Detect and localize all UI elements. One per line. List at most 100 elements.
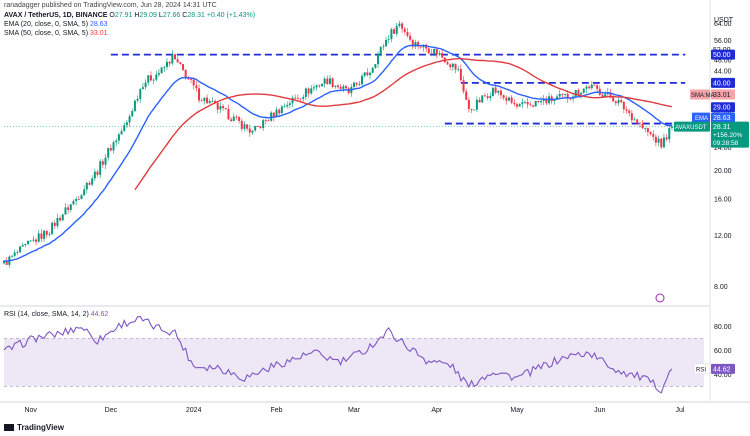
candle-body[interactable]	[318, 85, 321, 87]
candle-body[interactable]	[361, 75, 364, 85]
candle-body[interactable]	[475, 99, 478, 110]
rsi-legend[interactable]: RSI (14, close, SMA, 14, 2) 44.62	[4, 310, 108, 319]
candle-body[interactable]	[91, 178, 94, 185]
candle-body[interactable]	[377, 54, 380, 65]
candle-body[interactable]	[542, 99, 545, 101]
candle-body[interactable]	[609, 92, 612, 98]
candle-body[interactable]	[294, 97, 297, 99]
candle-body[interactable]	[75, 198, 78, 201]
candle-body[interactable]	[109, 148, 112, 151]
candle-body[interactable]	[467, 99, 470, 109]
candle-body[interactable]	[85, 182, 88, 190]
candle-body[interactable]	[141, 87, 144, 90]
candle-body[interactable]	[532, 105, 535, 107]
candle-body[interactable]	[369, 72, 372, 76]
tag-sma-bg[interactable]	[711, 89, 735, 100]
candle-body[interactable]	[558, 93, 561, 97]
candle-body[interactable]	[374, 64, 377, 68]
candle-body[interactable]	[165, 61, 168, 67]
candle-body[interactable]	[291, 97, 294, 104]
candle-body[interactable]	[454, 63, 457, 70]
candle-body[interactable]	[195, 85, 198, 89]
candle-body[interactable]	[502, 95, 505, 98]
candle-body[interactable]	[278, 109, 281, 114]
current-price-tag[interactable]	[711, 121, 749, 148]
candle-body[interactable]	[147, 75, 150, 83]
candle-body[interactable]	[385, 39, 388, 47]
candle-body[interactable]	[224, 108, 227, 109]
candle-body[interactable]	[222, 106, 225, 109]
candle-body[interactable]	[451, 63, 454, 68]
candle-body[interactable]	[353, 82, 355, 87]
candle-body[interactable]	[133, 100, 136, 112]
candle-body[interactable]	[427, 48, 430, 54]
candle-body[interactable]	[518, 104, 521, 107]
candle-body[interactable]	[160, 67, 163, 74]
candle-body[interactable]	[101, 161, 104, 165]
candle-body[interactable]	[638, 123, 641, 125]
candle-body[interactable]	[403, 28, 406, 32]
candle-body[interactable]	[67, 207, 70, 210]
candle-body[interactable]	[457, 68, 460, 70]
candle-body[interactable]	[107, 148, 110, 158]
candle-body[interactable]	[355, 82, 358, 85]
candle-body[interactable]	[315, 85, 318, 88]
candle-body[interactable]	[641, 123, 644, 129]
candle-body[interactable]	[288, 103, 291, 105]
candle-body[interactable]	[462, 80, 465, 92]
candle-body[interactable]	[192, 79, 195, 86]
candle-body[interactable]	[326, 78, 329, 84]
candle-body[interactable]	[649, 132, 652, 135]
candle-body[interactable]	[190, 78, 193, 80]
candle-body[interactable]	[510, 97, 513, 103]
candle-body[interactable]	[409, 35, 412, 40]
candle-body[interactable]	[417, 42, 420, 47]
candle-body[interactable]	[497, 90, 500, 93]
candle-body[interactable]	[299, 98, 302, 100]
candle-body[interactable]	[470, 108, 473, 110]
candle-body[interactable]	[302, 96, 305, 99]
candle-body[interactable]	[139, 89, 142, 100]
candle-body[interactable]	[29, 240, 32, 242]
candle-body[interactable]	[56, 217, 59, 226]
candle-body[interactable]	[48, 234, 51, 235]
candle-body[interactable]	[529, 104, 532, 106]
candle-body[interactable]	[45, 230, 48, 235]
candle-body[interactable]	[630, 113, 633, 121]
candle-body[interactable]	[545, 99, 548, 104]
tag-50-bg[interactable]	[711, 49, 735, 60]
candle-body[interactable]	[395, 25, 398, 34]
candle-body[interactable]	[459, 68, 462, 81]
candle-body[interactable]	[569, 98, 572, 100]
candle-body[interactable]	[115, 140, 118, 143]
candle-body[interactable]	[323, 78, 326, 84]
candle-body[interactable]	[13, 252, 16, 256]
candle-body[interactable]	[16, 252, 19, 254]
candle-body[interactable]	[382, 46, 385, 48]
candle-body[interactable]	[77, 198, 80, 200]
candle-body[interactable]	[238, 116, 241, 121]
candle-body[interactable]	[419, 46, 422, 48]
candle-body[interactable]	[200, 100, 203, 102]
candle-body[interactable]	[19, 246, 22, 253]
candle-body[interactable]	[441, 53, 444, 58]
candle-body[interactable]	[240, 120, 243, 129]
candle-body[interactable]	[668, 127, 671, 140]
candle-body[interactable]	[24, 243, 27, 246]
candle-body[interactable]	[286, 104, 289, 107]
candle-body[interactable]	[449, 64, 452, 68]
candle-body[interactable]	[104, 157, 107, 165]
candle-body[interactable]	[590, 84, 593, 89]
candle-body[interactable]	[88, 182, 91, 185]
candle-body[interactable]	[657, 138, 660, 143]
candle-body[interactable]	[390, 29, 393, 40]
candle-body[interactable]	[580, 92, 583, 95]
candle-body[interactable]	[433, 49, 436, 54]
candle-body[interactable]	[593, 84, 596, 86]
candle-body[interactable]	[179, 62, 182, 65]
candle-body[interactable]	[537, 100, 540, 103]
candle-body[interactable]	[254, 126, 257, 131]
candle-body[interactable]	[11, 255, 14, 257]
candle-body[interactable]	[601, 94, 604, 97]
